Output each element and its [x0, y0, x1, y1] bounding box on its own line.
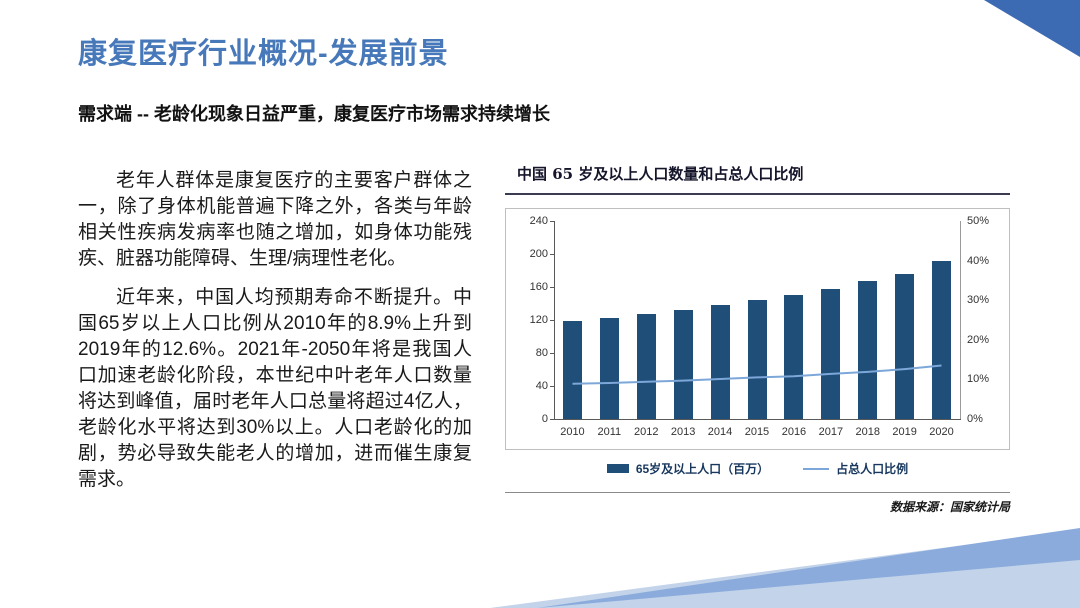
data-source-note: 数据来源：国家统计局 [889, 500, 1010, 514]
legend-item-population: 65岁及以上人口（百万） [606, 460, 770, 477]
x-axis-label: 2018 [855, 426, 880, 438]
bar [858, 281, 878, 419]
x-axis-label: 2020 [929, 426, 954, 438]
y-axis-tick-label: 240 [529, 215, 548, 227]
bottom-triangle-light [490, 529, 1080, 608]
chart-panel: 中国 65 岁及以上人口数量和占总人口比例 0 40 80 120 160 200 240 0… [505, 163, 1010, 515]
bar [673, 310, 693, 419]
y-axis-line [554, 221, 555, 419]
secondary-y-axis-tick-label: 0% [967, 413, 983, 425]
section-subtitle: 需求端 -- 老龄化现象日益严重，康复医疗市场需求持续增长 [78, 104, 550, 124]
secondary-y-axis-tick-label: 50% [967, 215, 990, 227]
legend-label-population: 65岁及以上人口（百万） [635, 462, 770, 476]
y-axis-tick-mark [550, 221, 554, 222]
bar [932, 261, 951, 419]
y-axis-tick-label: 200 [529, 248, 548, 260]
y-axis-tick-mark [550, 254, 554, 255]
x-axis-label: 2014 [707, 426, 733, 438]
y-axis-tick-mark [550, 320, 554, 321]
y-axis-tick-label: 40 [535, 380, 548, 392]
paragraph-1: 老年人群体是康复医疗的主要客户群体之一，除了身体机能普遍下降之外，各类与年龄相关… [78, 170, 472, 269]
y-axis-tick-label: 160 [529, 281, 548, 293]
x-axis-label: 2012 [634, 426, 659, 438]
bar [563, 320, 582, 419]
x-axis-label: 2017 [818, 426, 844, 438]
y-axis-tick-mark [550, 353, 554, 354]
bar [784, 295, 804, 420]
source-divider [505, 492, 1010, 493]
paragraph-2: 近年来，中国人均预期寿命不断提升。中国65岁以上人口比例从2010年的8.9%上… [78, 287, 472, 490]
y-axis-tick-label: 0 [541, 413, 548, 425]
chart-title: 中国 65 岁及以上人口数量和占总人口比例 [505, 163, 1010, 195]
secondary-y-axis-line [960, 221, 961, 419]
x-axis-label: 2016 [781, 426, 807, 438]
chart-legend: 65岁及以上人口（百万） 占总人口比例 [505, 460, 1010, 477]
secondary-y-axis-tick-label: 10% [967, 373, 990, 386]
x-axis-label: 2010 [560, 426, 585, 438]
bottom-decoration [490, 528, 1080, 608]
secondary-y-axis-tick-label: 30% [967, 294, 990, 307]
x-axis-label: 2015 [744, 426, 770, 438]
corner-triangle-decoration [984, 0, 1080, 57]
legend-item-ratio: 占总人口比例 [803, 460, 908, 477]
page-title: 康复医疗行业概况-发展前景 [78, 38, 449, 70]
x-axis-label: 2011 [597, 426, 622, 438]
bar [895, 273, 915, 419]
ratio-line [572, 364, 942, 385]
plot-area: 0 40 80 120 160 200 240 0% 10% 20% 30% 40% 50% 2010 20… [505, 208, 1010, 450]
y-axis-tick-mark [550, 287, 554, 288]
bar [636, 314, 656, 419]
x-axis-label: 2019 [892, 426, 917, 438]
bar [747, 300, 767, 419]
legend-label-ratio: 占总人口比例 [836, 462, 909, 476]
bar [710, 305, 730, 419]
line-series-swatch [803, 467, 830, 470]
y-axis-tick-label: 120 [529, 314, 548, 326]
body-text-block: 老年人群体是康复医疗的主要客户群体之一，除了身体机能普遍下降之外，各类与年龄相关… [78, 168, 472, 506]
x-axis-label: 2013 [670, 426, 696, 438]
x-axis-line [554, 419, 961, 420]
y-axis-tick-mark [550, 419, 554, 420]
y-axis-tick-mark [550, 386, 554, 387]
secondary-y-axis-tick-label: 40% [967, 254, 990, 267]
y-axis-tick-label: 80 [535, 347, 548, 359]
bar [821, 288, 841, 419]
bar [599, 317, 619, 419]
bar-series-swatch [606, 464, 629, 473]
secondary-y-axis-tick-label: 20% [967, 333, 990, 346]
